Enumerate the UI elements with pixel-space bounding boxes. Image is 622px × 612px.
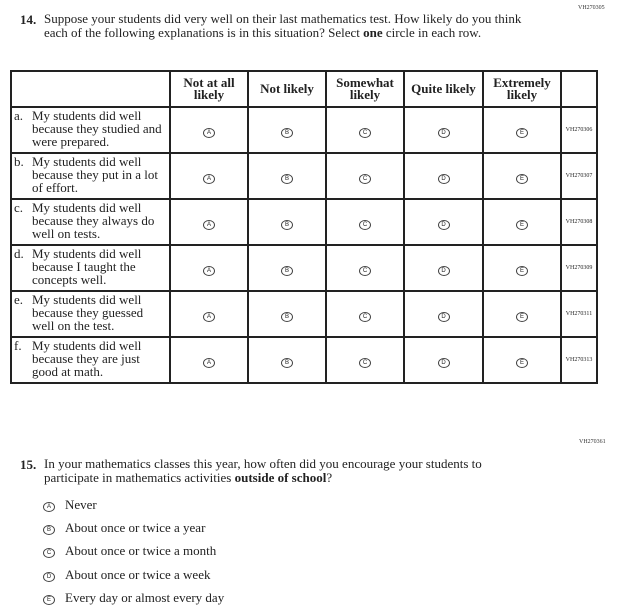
response-bubble[interactable]: E bbox=[516, 266, 528, 276]
col-header: Somewhat likely bbox=[325, 70, 405, 108]
option-label: About once or twice a year bbox=[65, 520, 206, 536]
row-label: a. My students did well because they stud… bbox=[10, 106, 171, 154]
option-label: Every day or almost every day bbox=[65, 589, 225, 605]
response-bubble[interactable]: C bbox=[359, 128, 371, 138]
row-code: VH270309 bbox=[560, 244, 598, 292]
response-bubble[interactable]: C bbox=[359, 220, 371, 230]
response-bubble[interactable]: E bbox=[516, 220, 528, 230]
option-1[interactable]: B About once or twice a year bbox=[43, 520, 205, 536]
response-bubble[interactable]: A bbox=[203, 128, 215, 138]
response-bubble[interactable]: E bbox=[516, 358, 528, 368]
row-label: d. My students did well because I taught … bbox=[10, 244, 171, 292]
response-bubble[interactable]: E bbox=[43, 594, 55, 605]
row-label: f. My students did well because they are … bbox=[10, 336, 171, 384]
q15-code: VH270361 bbox=[579, 439, 606, 445]
row-code: VH270313 bbox=[560, 336, 598, 384]
table-row: f. My students did well because they are … bbox=[10, 336, 598, 384]
response-bubble[interactable]: A bbox=[203, 220, 215, 230]
response-bubble[interactable]: A bbox=[203, 174, 215, 184]
response-bubble[interactable]: A bbox=[203, 312, 215, 322]
option-3[interactable]: D About once or twice a week bbox=[43, 567, 210, 583]
col-header: Extremely likely bbox=[482, 70, 562, 108]
response-bubble[interactable]: E bbox=[516, 312, 528, 322]
option-label: About once or twice a month bbox=[65, 543, 217, 559]
table-row: a. My students did well because they stud… bbox=[10, 106, 598, 154]
option-4[interactable]: E Every day or almost every day bbox=[43, 590, 224, 606]
q15-text: In your mathematics classes this year, h… bbox=[44, 456, 482, 485]
q14-number: 14. bbox=[20, 12, 37, 27]
response-bubble[interactable]: D bbox=[437, 358, 450, 368]
table-row: c. My students did well because they alwa… bbox=[10, 198, 598, 246]
response-bubble[interactable]: B bbox=[281, 174, 293, 184]
row-code: VH270308 bbox=[560, 198, 598, 246]
response-bubble[interactable]: A bbox=[43, 502, 55, 512]
response-bubble[interactable]: E bbox=[516, 128, 528, 138]
row-label: e. My students did well because they gues… bbox=[10, 290, 171, 338]
response-bubble[interactable]: D bbox=[43, 571, 55, 582]
response-bubble[interactable]: D bbox=[437, 174, 450, 184]
q14-table: Not at all likely Not likely Somewhat li… bbox=[10, 70, 598, 384]
response-bubble[interactable]: B bbox=[281, 128, 293, 138]
response-bubble[interactable]: D bbox=[437, 220, 450, 230]
response-bubble[interactable]: C bbox=[359, 266, 371, 276]
row-code: VH270311 bbox=[560, 290, 598, 338]
option-2[interactable]: C About once or twice a month bbox=[43, 543, 216, 559]
row-code: VH270307 bbox=[560, 152, 598, 200]
col-header: Not at all likely bbox=[169, 70, 249, 108]
response-bubble[interactable]: B bbox=[281, 312, 293, 322]
response-bubble[interactable]: C bbox=[43, 548, 55, 559]
response-bubble[interactable]: A bbox=[203, 358, 215, 368]
response-bubble[interactable]: D bbox=[437, 266, 450, 276]
response-bubble[interactable]: C bbox=[359, 174, 371, 184]
q14-text: Suppose your students did very well on t… bbox=[44, 11, 522, 40]
response-bubble[interactable]: B bbox=[281, 358, 293, 368]
response-bubble[interactable]: D bbox=[437, 128, 450, 138]
response-bubble[interactable]: E bbox=[516, 174, 528, 184]
table-row: d. My students did well because I taught … bbox=[10, 244, 598, 292]
option-label: About once or twice a week bbox=[65, 566, 211, 582]
response-bubble[interactable]: C bbox=[359, 358, 371, 368]
response-bubble[interactable]: B bbox=[43, 525, 55, 536]
q14-code: VH270305 bbox=[578, 5, 605, 11]
row-label: c. My students did well because they alwa… bbox=[10, 198, 171, 246]
option-label: Never bbox=[65, 497, 97, 512]
table-row: e. My students did well because they gues… bbox=[10, 290, 598, 338]
response-bubble[interactable]: D bbox=[437, 312, 450, 322]
response-bubble[interactable]: C bbox=[359, 312, 371, 322]
table-row: b. My students did well because they put … bbox=[10, 152, 598, 200]
response-bubble[interactable]: B bbox=[281, 266, 293, 276]
q15-number: 15. bbox=[20, 457, 37, 472]
row-label: b. My students did well because they put … bbox=[10, 152, 171, 200]
col-header: Not likely bbox=[247, 70, 327, 108]
col-header: Quite likely bbox=[403, 70, 484, 108]
option-0[interactable]: A Never bbox=[43, 497, 97, 513]
response-bubble[interactable]: A bbox=[203, 266, 215, 276]
row-code: VH270306 bbox=[560, 106, 598, 154]
response-bubble[interactable]: B bbox=[281, 220, 293, 230]
